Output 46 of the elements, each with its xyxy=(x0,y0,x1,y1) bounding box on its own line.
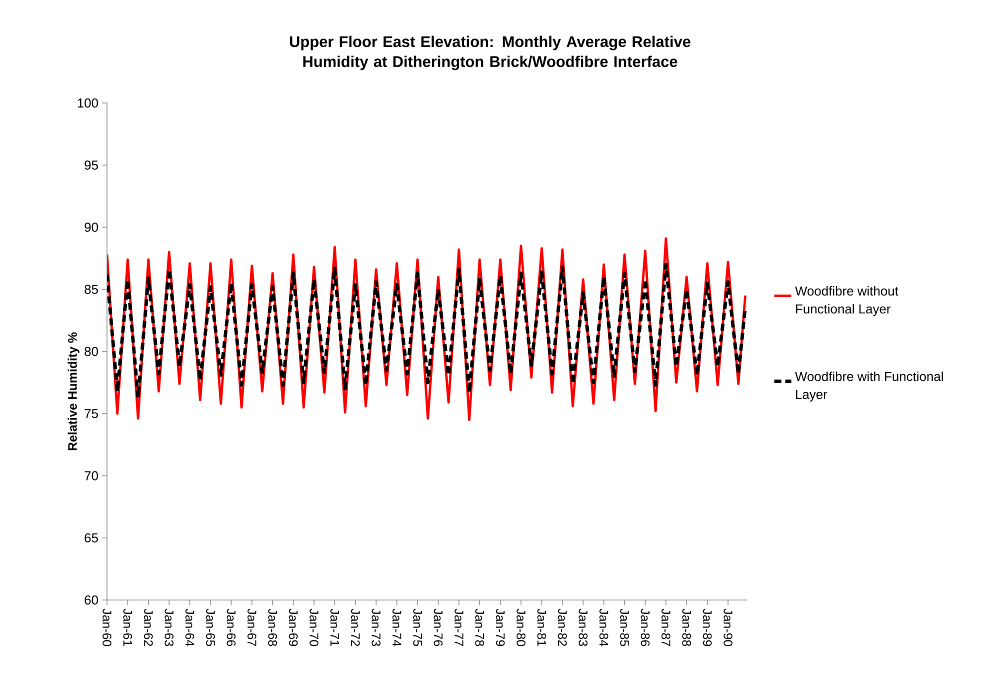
x-tick-label: Jan-81 xyxy=(537,608,546,646)
x-tick-label: Jan-69 xyxy=(288,608,298,646)
x-tick-label: Jan-63 xyxy=(164,608,174,646)
y-tick-label: 60 xyxy=(84,595,98,605)
y-tick-label: 80 xyxy=(84,346,98,356)
y-axis-title: Relative Humidity % xyxy=(68,332,80,450)
x-tick-label: Jan-68 xyxy=(268,608,278,646)
x-tick-label: Jan-80 xyxy=(516,608,526,646)
y-tick-label: 70 xyxy=(84,471,98,480)
x-tick-label: Jan-85 xyxy=(620,608,629,646)
x-tick-label: Jan-90 xyxy=(724,608,732,646)
x-tick-label: Jan-83 xyxy=(578,608,588,646)
x-tick-label: Jan-74 xyxy=(392,608,402,646)
y-tick-label: 85 xyxy=(84,284,98,294)
y-tick-label: 65 xyxy=(84,533,98,542)
x-tick-label: Jan-78 xyxy=(475,608,484,646)
legend-label: Woodfibre with Functional Layer xyxy=(795,372,943,402)
x-tick-label: Jan-62 xyxy=(144,608,153,646)
line-series xyxy=(107,262,747,400)
x-tick-label: Jan-66 xyxy=(226,608,236,646)
x-tick-label: Jan-77 xyxy=(454,608,464,646)
y-tick-label: 90 xyxy=(84,222,98,232)
x-tick-label: Jan-79 xyxy=(496,608,505,646)
x-tick-label: Jan-67 xyxy=(247,608,256,646)
y-tick-label: 75 xyxy=(84,409,98,418)
x-tick-label: Jan-61 xyxy=(123,608,132,646)
x-tick-label: Jan-60 xyxy=(102,608,112,646)
x-tick-label: Jan-70 xyxy=(310,608,318,646)
y-tick-label: 100 xyxy=(78,98,98,108)
y-tick-label: 95 xyxy=(84,160,98,170)
x-tick-label: Jan-72 xyxy=(351,608,360,646)
x-tick-label: Jan-84 xyxy=(599,608,608,646)
x-tick-label: Jan-86 xyxy=(640,608,650,646)
x-tick-label: Jan-82 xyxy=(558,608,567,646)
chart-title: Upper Floor East Elevation: Monthly Average Relative Humidity at Ditherington Brick/Woodfibre Interface xyxy=(290,36,690,70)
x-tick-label: Jan-71 xyxy=(330,608,340,646)
x-tick-label: Jan-76 xyxy=(434,608,443,646)
x-tick-label: Jan-65 xyxy=(206,608,215,646)
x-tick-label: Jan-87 xyxy=(662,608,670,646)
line-series xyxy=(107,237,746,422)
x-tick-label: Jan-88 xyxy=(682,608,692,646)
x-tick-label: Jan-64 xyxy=(185,608,194,646)
x-tick-label: Jan-75 xyxy=(413,608,422,646)
legend-label: Woodfibre without Functional Layer xyxy=(795,286,898,316)
x-tick-label: Jan-89 xyxy=(702,608,712,646)
x-tick-label: Jan-73 xyxy=(372,608,381,646)
